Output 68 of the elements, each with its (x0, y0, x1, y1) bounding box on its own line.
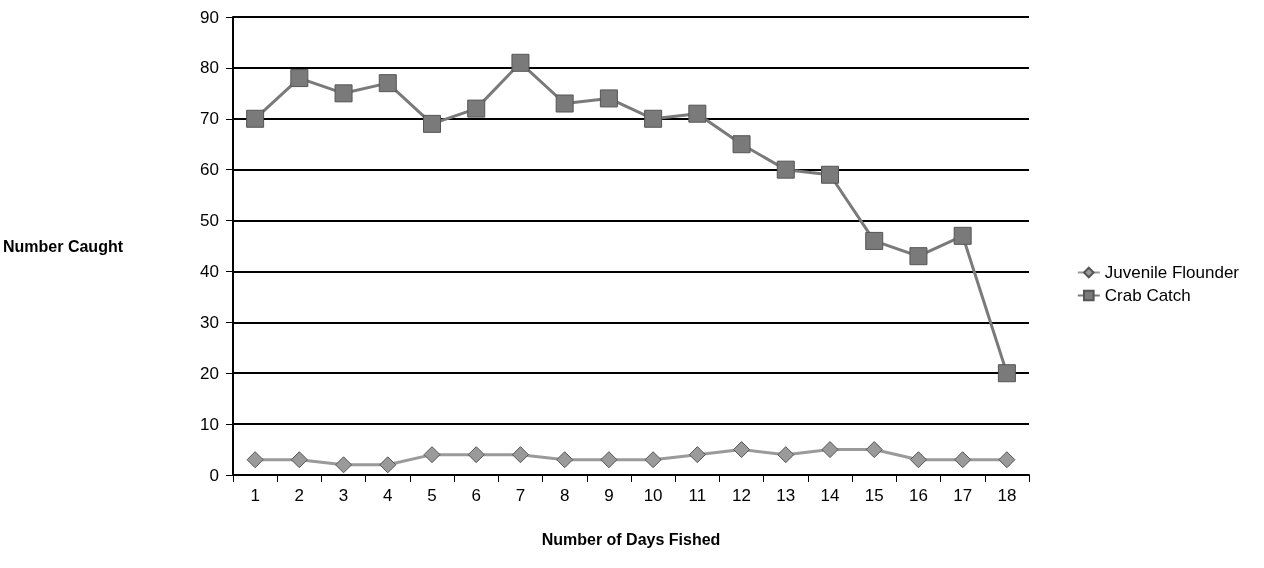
x-tick-label: 7 (515, 486, 526, 505)
point (467, 446, 485, 464)
y-tick-label: 70 (200, 109, 219, 129)
point (290, 69, 309, 88)
point (732, 135, 751, 154)
x-tick-label: 17 (953, 486, 973, 505)
y-axis-title: Number Caught (3, 237, 124, 255)
y-tick-label: 30 (200, 312, 219, 332)
point (379, 456, 397, 474)
point (335, 456, 353, 474)
y-tick-label: 60 (200, 160, 219, 180)
point (909, 451, 927, 469)
point (998, 451, 1016, 469)
point (953, 226, 972, 245)
point (909, 247, 928, 266)
point (777, 446, 795, 464)
point (776, 160, 795, 179)
x-tick-label: 18 (997, 486, 1017, 505)
x-tick-label: 9 (604, 486, 614, 505)
point (821, 441, 839, 459)
point (423, 446, 441, 464)
x-tick-label: 13 (776, 486, 796, 505)
y-tick-label: 50 (200, 211, 219, 231)
y-tick-label: 40 (200, 261, 219, 281)
x-tick-label: 14 (820, 486, 840, 505)
point (246, 451, 264, 469)
point (246, 109, 265, 128)
x-tick-label: 10 (643, 486, 663, 505)
legend-label: Crab Catch (1104, 286, 1191, 305)
point (600, 451, 618, 469)
x-tick-label: 15 (864, 486, 884, 505)
point (688, 446, 706, 464)
y-tick-label: 90 (200, 7, 219, 27)
y-tick-label: 80 (200, 58, 219, 78)
point (644, 109, 663, 128)
y-tick-label: 0 (209, 465, 219, 485)
point (688, 104, 707, 123)
x-tick-label: 8 (559, 486, 570, 505)
x-tick-label: 11 (688, 486, 707, 505)
point (511, 446, 529, 464)
x-tick-label: 6 (471, 486, 481, 505)
point (733, 441, 751, 459)
point (865, 231, 884, 250)
point (511, 53, 530, 72)
point (467, 99, 486, 118)
point (555, 94, 574, 113)
y-tick-label: 20 (200, 363, 219, 383)
x-tick-label: 5 (427, 486, 437, 505)
x-tick-label: 2 (294, 486, 305, 505)
point (954, 451, 972, 469)
point (378, 74, 397, 93)
point (290, 451, 308, 469)
legend-label: Juvenile Flounder (1104, 263, 1240, 282)
x-tick-label: 3 (338, 486, 349, 505)
point (865, 441, 883, 459)
point (334, 84, 353, 103)
point (997, 364, 1016, 383)
x-tick-label: 4 (383, 486, 393, 505)
x-tick-label: 12 (732, 486, 752, 505)
point (556, 451, 574, 469)
y-tick-label: 10 (200, 414, 219, 434)
point (599, 89, 618, 108)
x-tick-label: 1 (250, 486, 260, 505)
point (821, 165, 839, 184)
point (644, 451, 662, 469)
point (423, 114, 441, 133)
x-tick-label: 16 (908, 486, 928, 505)
x-axis-title: Number of Days Fished (541, 530, 721, 548)
